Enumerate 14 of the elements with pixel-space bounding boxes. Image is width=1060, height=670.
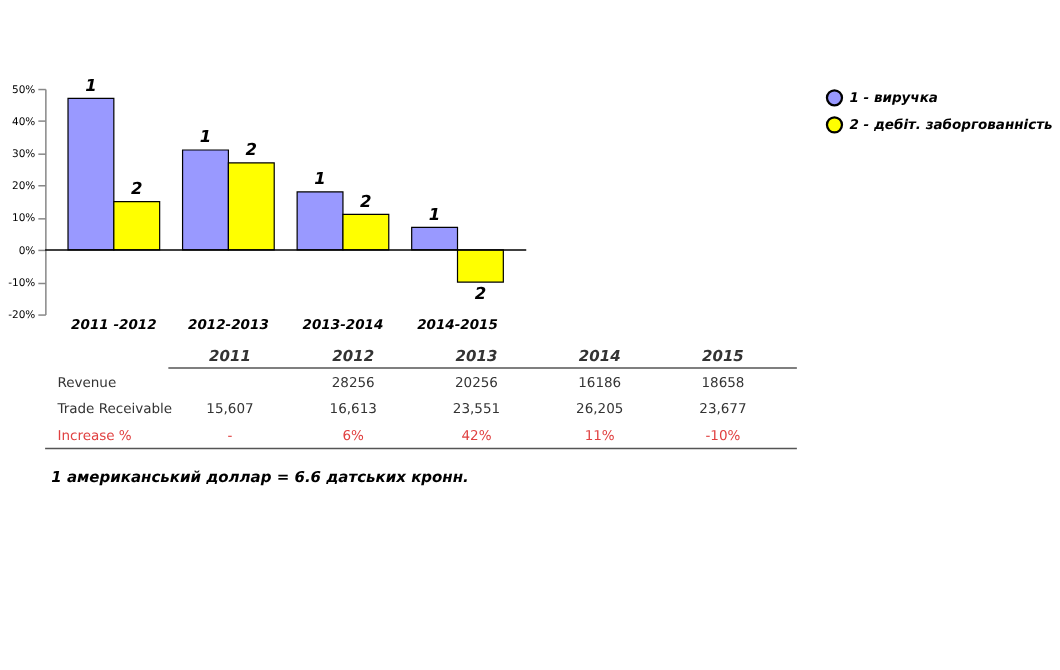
text: 2012 xyxy=(332,346,375,365)
annotation: 1 xyxy=(85,74,97,95)
annotation: 2 xyxy=(474,282,487,303)
annotation: 2 xyxy=(245,139,258,160)
text: 2011 xyxy=(209,346,251,365)
annotation: 2 xyxy=(131,178,143,199)
annotation: 1 xyxy=(428,203,441,224)
annotation: 1 xyxy=(199,126,212,147)
annotation: 2 xyxy=(360,190,373,211)
annotation: 1 xyxy=(314,168,326,189)
text: 2015 xyxy=(702,346,744,365)
text: 2014 xyxy=(578,346,621,365)
text: 2013 xyxy=(455,346,498,365)
text: 1 американський доллар = 6.6 датських кронн. xyxy=(51,467,469,486)
